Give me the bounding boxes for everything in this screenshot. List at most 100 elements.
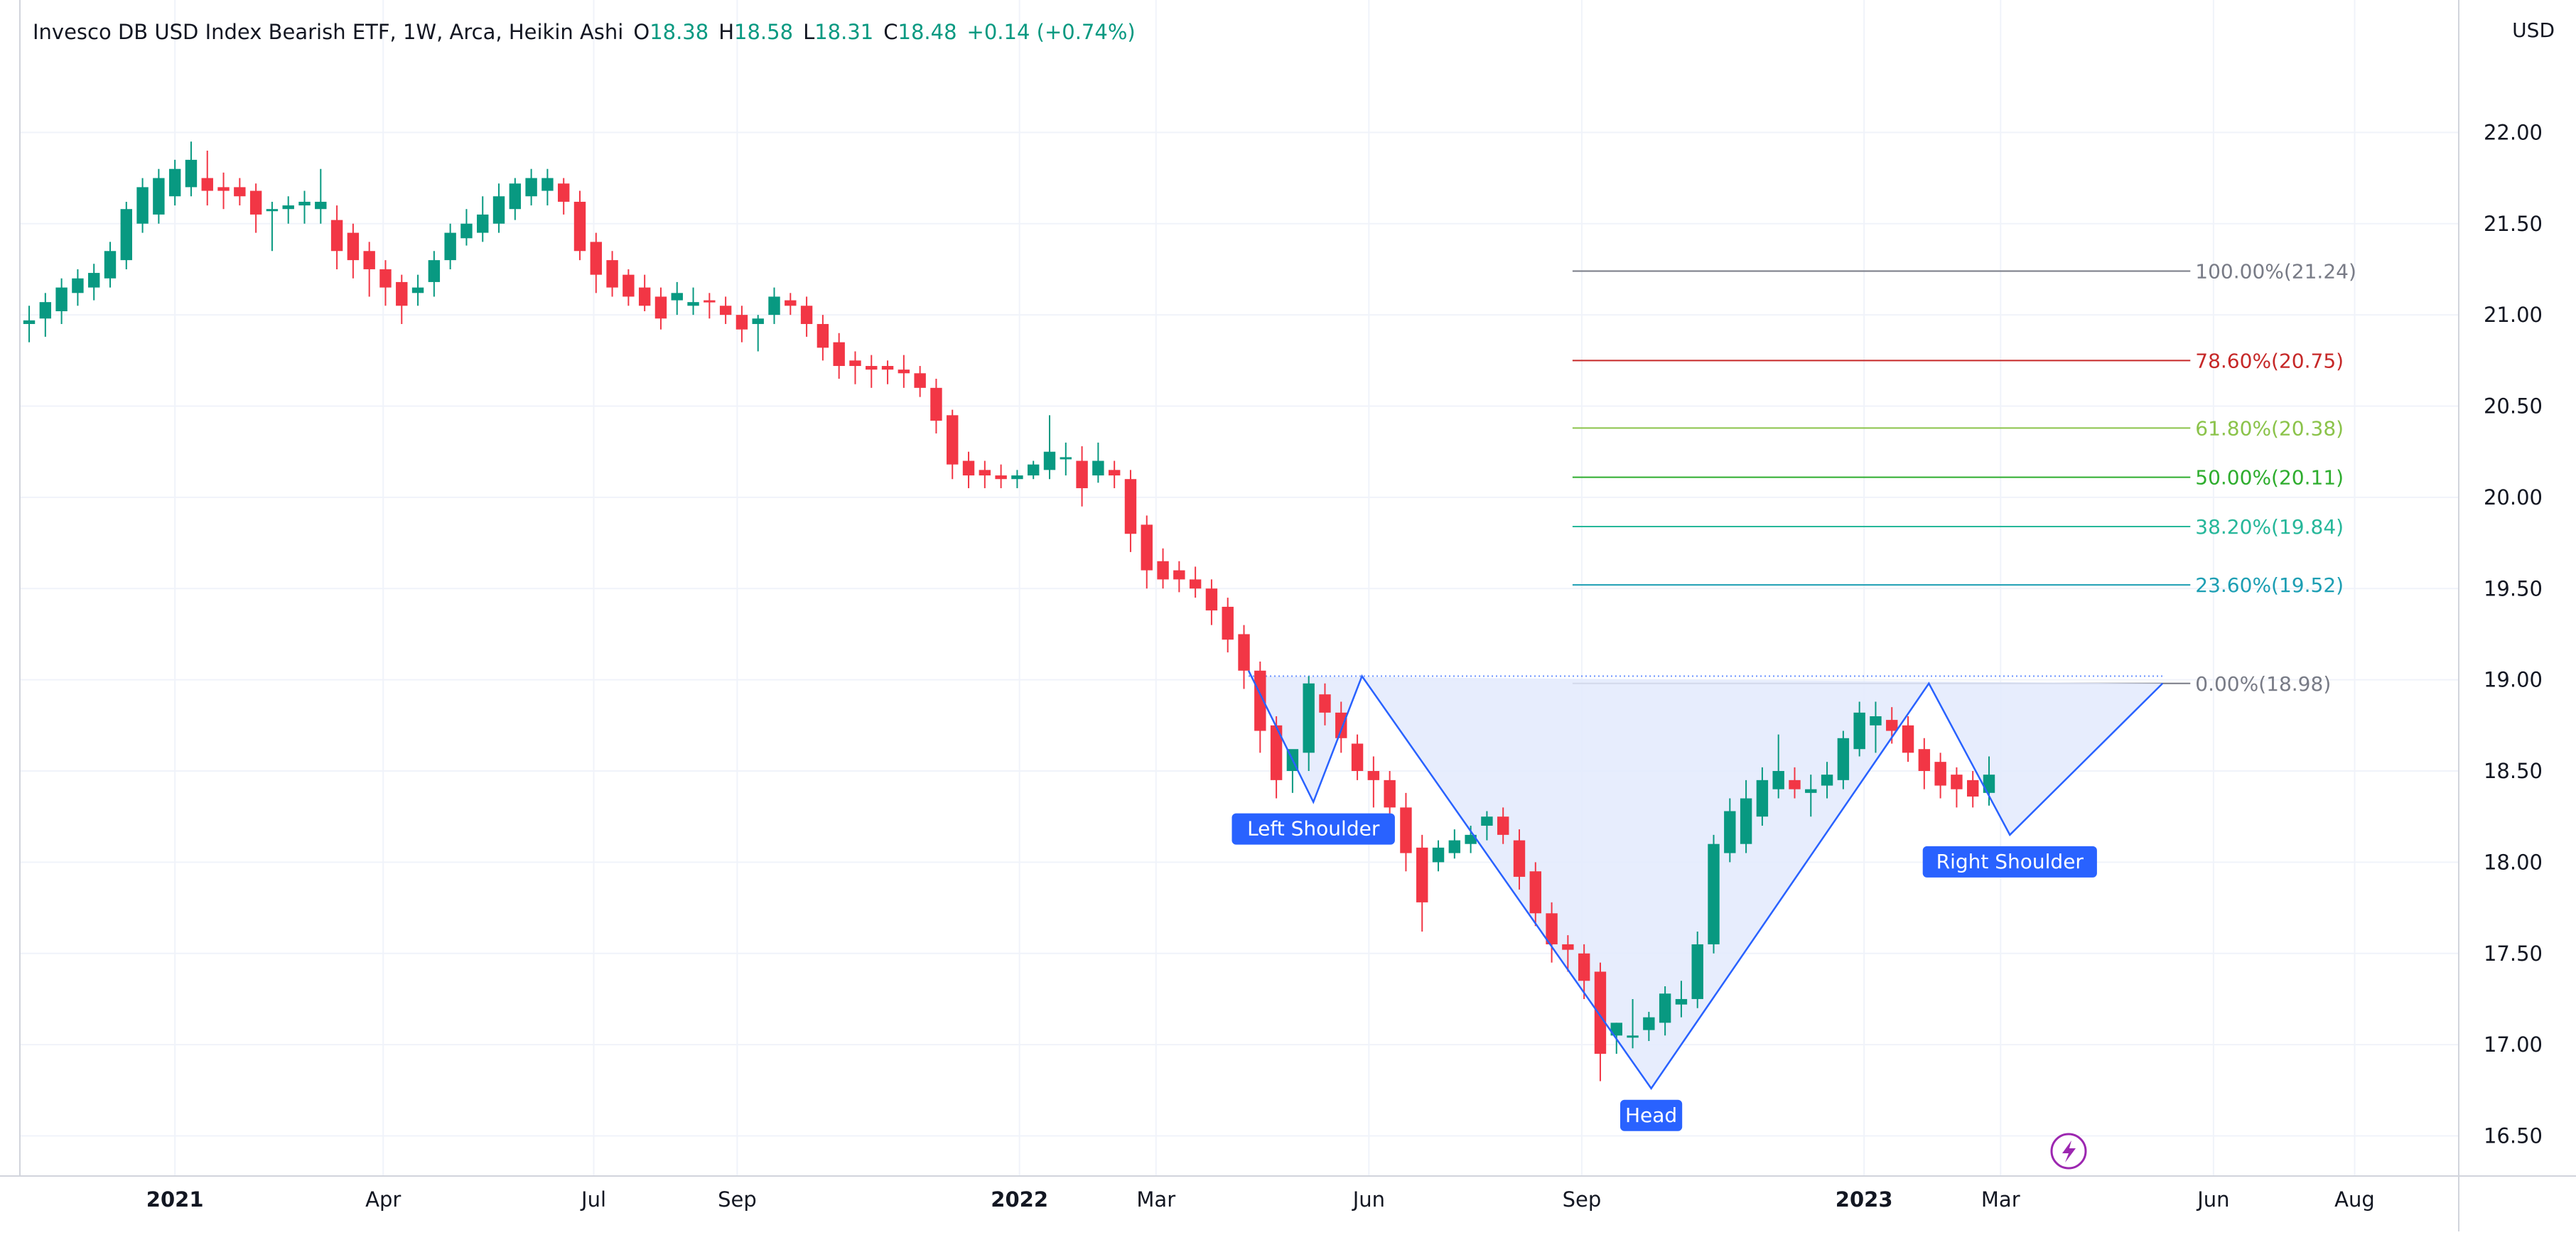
x-tick-label: 2022 [991, 1187, 1048, 1212]
y-tick-label: 20.50 [2484, 394, 2543, 419]
candle-body [817, 323, 829, 348]
high-label: H [718, 20, 735, 44]
x-tick-label: 2021 [146, 1187, 204, 1212]
candle-body [72, 278, 84, 293]
candle-body [1351, 743, 1364, 772]
low-value: 18.31 [814, 20, 874, 44]
open-label: O [633, 20, 650, 44]
candle-body [557, 183, 570, 202]
candle-body [1983, 775, 1995, 793]
candle-body [671, 293, 683, 301]
pattern-label: Head [1620, 1099, 1683, 1131]
candle-body [39, 302, 52, 319]
pattern-fill [1249, 670, 2163, 1089]
candle-body [979, 470, 991, 476]
fib-level-label: 23.60%(19.52) [2195, 573, 2344, 597]
candle-body [930, 387, 942, 421]
x-tick-label: Apr [365, 1187, 401, 1212]
lightning-icon[interactable] [2050, 1133, 2087, 1170]
y-tick-label: 17.50 [2484, 942, 2543, 966]
candle-body [654, 296, 667, 319]
change-value: +0.14 (+0.74%) [966, 20, 1136, 44]
pattern-label-text: Left Shoulder [1247, 817, 1380, 841]
candle-body [606, 260, 618, 288]
candle-body [1108, 470, 1121, 476]
candle-body [282, 205, 294, 210]
currency-label: USD [2512, 18, 2555, 42]
candle-body [719, 306, 732, 316]
pattern-line [1247, 670, 2164, 1090]
candle-body [411, 287, 424, 293]
lightning-icon-bolt [2062, 1140, 2076, 1163]
candle-body [1335, 712, 1347, 738]
candle-body [1222, 606, 1234, 640]
candle-body [1416, 847, 1428, 902]
y-tick-label: 19.50 [2484, 576, 2543, 600]
candle-body [1157, 561, 1169, 580]
candle-body [1886, 720, 1898, 731]
candle-body [1627, 1035, 1639, 1038]
fib-level-label: 100.00%(21.24) [2195, 260, 2356, 284]
candle-body [1448, 840, 1461, 853]
candle-body [87, 273, 100, 288]
pattern-label-box [1232, 813, 1395, 845]
fib-level-label: 38.20%(19.84) [2195, 515, 2344, 539]
candle-body [573, 201, 586, 252]
candle-body [136, 187, 149, 224]
candle-body [898, 370, 910, 374]
candle-body [509, 183, 522, 210]
candle-body [217, 187, 230, 191]
candle-body [638, 287, 651, 306]
candle-body [1675, 998, 1688, 1005]
candle-body [1432, 847, 1445, 863]
candle-body [1124, 479, 1137, 534]
fib-level-label: 61.80%(20.38) [2195, 416, 2344, 440]
candle-body [1740, 798, 1752, 844]
candle-body [1303, 683, 1315, 753]
x-tick-label: Aug [2334, 1187, 2375, 1212]
candle-body [541, 178, 554, 191]
candle-body [120, 209, 132, 261]
candle-body [849, 360, 861, 367]
candle-body [1092, 460, 1104, 476]
candle-body [1578, 953, 1590, 981]
candle-body [866, 366, 878, 370]
candle-body [914, 373, 926, 388]
candle-body [962, 460, 975, 476]
y-tick-label: 20.00 [2484, 485, 2543, 509]
candle-body [1708, 843, 1720, 944]
candle-body [168, 168, 181, 197]
candle-body [1902, 725, 1914, 753]
candle-body [1966, 780, 1979, 797]
candle-body [1934, 762, 1946, 786]
y-tick-label: 17.00 [2484, 1032, 2543, 1057]
candle-body [396, 281, 408, 306]
candle-body [1319, 694, 1331, 713]
candle-body [477, 214, 489, 233]
candle-body [1546, 913, 1558, 944]
candle-body [1481, 816, 1493, 826]
candle-body [623, 274, 635, 297]
candle-body [1076, 460, 1088, 489]
candle-body [1821, 775, 1833, 786]
x-tick-label: Jul [580, 1187, 606, 1212]
candle-body [1610, 1023, 1622, 1036]
candle-body [1918, 749, 1931, 772]
pattern-label-box [1922, 846, 2097, 878]
candle-body [785, 300, 797, 306]
candle-body [298, 201, 311, 206]
x-tick-label: Jun [1352, 1187, 1385, 1212]
candle-body [1529, 871, 1541, 914]
candle-body [1837, 738, 1850, 780]
candle-body [881, 366, 894, 370]
x-tick-label: Mar [1136, 1187, 1175, 1212]
x-tick-label: Jun [2196, 1187, 2229, 1212]
candle-body [1189, 579, 1202, 589]
y-tick-label: 16.50 [2484, 1124, 2543, 1148]
candle-body [525, 178, 537, 197]
candle-body [1789, 780, 1801, 789]
candle-body [1853, 712, 1865, 750]
